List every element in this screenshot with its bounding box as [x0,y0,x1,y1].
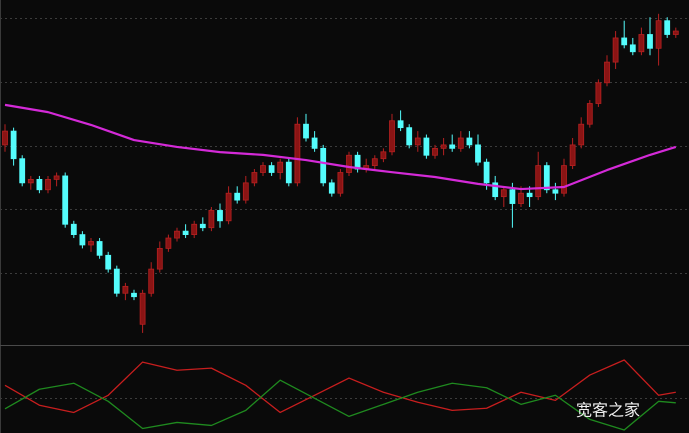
candle-body [165,237,172,249]
candle-body [647,34,653,49]
candle-body [36,178,43,191]
candle-body [285,161,292,184]
candle-body [526,192,533,198]
candle-body [294,123,301,184]
candle-body [371,158,378,166]
oscillator-line [4,359,676,414]
watermark: 宽客之家 [576,401,640,420]
oscillator-line [4,379,676,431]
candle-body [96,241,103,256]
candle-body [311,137,318,149]
candle-body [440,144,447,149]
candle-body [113,268,120,294]
candle-body [604,61,610,84]
candle-body [509,189,516,204]
candle-body [423,137,430,156]
candle-body [199,223,206,229]
candle-body [27,178,34,184]
candle-body [19,158,26,184]
candle-body [268,165,275,173]
candle-body [380,151,387,160]
candle-body [664,20,671,35]
candle-body [225,192,232,222]
candle-body [655,20,662,49]
candle-body [638,34,645,53]
candle-body [492,182,499,198]
candle-body [457,137,464,149]
candle-body [148,268,155,294]
candle-body [10,130,17,160]
candle-body [182,230,189,235]
candle-body [191,223,198,235]
candle-body [251,172,258,184]
candle-body [561,165,567,194]
candle-body [105,254,112,270]
candle-body [328,182,335,194]
candle-body [466,137,473,146]
candle-body [45,178,51,191]
candle-body [612,37,619,63]
candle-body [397,120,404,129]
candle-body [337,172,344,194]
candle-body [260,165,266,173]
plot-layers [0,13,689,431]
candle-body [174,230,180,239]
candle-body [2,130,8,146]
candle-body [500,189,507,198]
candle-body [672,30,679,35]
candle-body [122,285,129,294]
candle-body [156,247,163,270]
candle-body [303,123,309,139]
candle-body [483,161,490,184]
candle-body [70,223,77,235]
candle-body [139,292,146,325]
candle-body [346,154,352,173]
candle-body [578,123,585,146]
candle-body [621,37,628,46]
candle-body [79,234,86,246]
candle-body [629,44,636,53]
candle-body [234,192,241,201]
candle-body [320,147,327,184]
candle-body [449,144,456,149]
moving-average [4,103,677,191]
candle-body [389,120,395,153]
candle-body [518,192,524,204]
candle-body [543,165,550,191]
candle-body [53,175,60,180]
candle-body [535,165,542,198]
candle-body [88,241,94,246]
candle-body [475,144,481,163]
candle-body [569,144,576,166]
candle-body [217,210,223,222]
candle-body [242,182,249,201]
candle-body [552,189,559,194]
candle-body [277,161,284,173]
candle-body [208,210,215,229]
candle-body [414,137,421,146]
candle-body [131,292,137,298]
candle-body [595,82,602,104]
candle-body [432,147,438,156]
candle-body [62,175,69,225]
candle-body [406,127,413,146]
candle-body [586,103,593,125]
